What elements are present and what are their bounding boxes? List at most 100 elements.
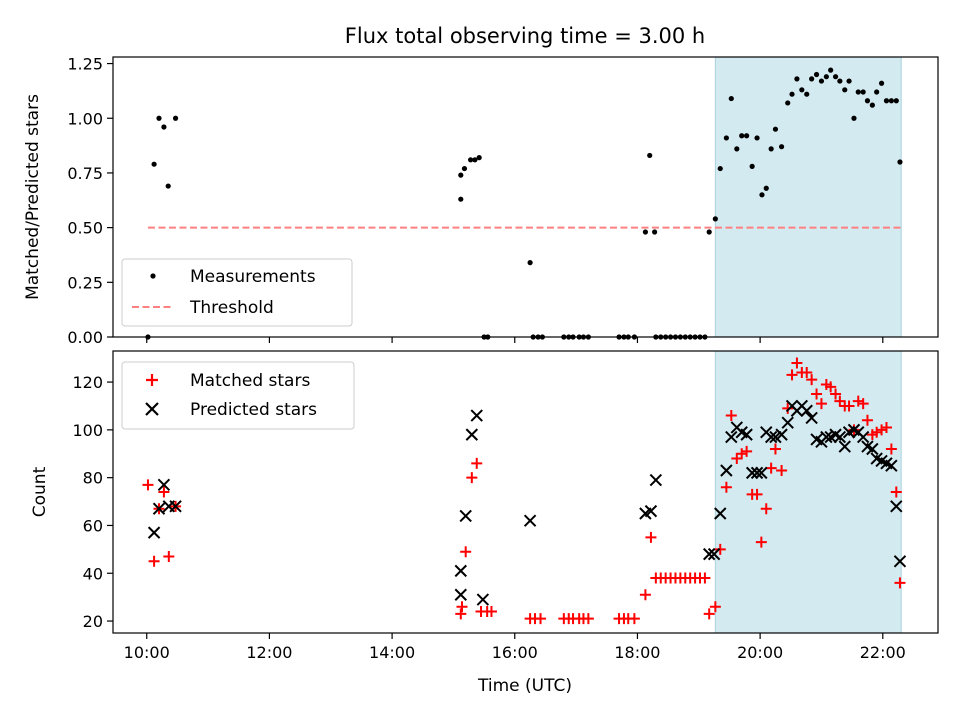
measurement-point [749,163,755,169]
measurement-point [468,157,474,163]
measurement-point [739,133,745,139]
legend-predicted-marker [145,402,159,416]
matched-stars-point [703,608,715,620]
matched-stars-point [885,443,897,455]
legend-measurements-label: Measurements [190,267,316,287]
bottom-y-tick-label: 100 [72,421,103,440]
matched-stars-point [471,457,483,469]
measurement-point [823,74,829,80]
top-y-tick-label: 0.25 [67,273,103,292]
matched-stars-point [535,613,547,625]
top-legend-box [121,258,353,327]
measurement-point [799,87,805,93]
predicted-stars-point [750,466,764,480]
measurement-point [883,98,890,104]
matched-stars-point [876,424,888,436]
measurement-point [759,192,765,198]
measurement-point [832,74,839,80]
predicted-stars-point [725,430,738,444]
predicted-stars-point [781,416,794,429]
matched-stars-point [148,555,160,567]
predicted-stars-point [720,464,733,477]
predicted-stars-point [820,430,833,444]
top-legend: Measurements Threshold [121,258,353,327]
measurement-point [156,115,162,121]
top-y-tick-label: 0.00 [67,328,103,347]
predicted-stars-point [775,428,788,441]
predicted-stars-point [740,428,753,441]
measurement-point [794,76,800,82]
predicted-stars-point [755,466,768,480]
bottom-y-tick-label: 120 [72,373,103,392]
matched-stars-point [776,464,788,476]
top-panel-frame [112,56,939,338]
measurement-point [647,152,653,159]
matched-stars-point [628,613,640,625]
matched-stars-point [890,486,902,498]
measurement-point [172,115,179,121]
matched-stars-point [158,486,170,498]
predicted-stars-point [838,440,851,453]
measurement-point [706,229,712,235]
measurement-point [818,78,825,84]
bottom-y-tick-label: 60 [83,516,103,535]
matched-stars-point [880,421,892,433]
measurement-point [813,71,820,78]
predicted-stars-point [459,509,472,523]
matched-stars-point [582,613,594,625]
bottom-legend: Matched stars Predicted stars [121,361,355,430]
predicted-stars-point [703,547,716,561]
legend-matched-marker [146,374,158,386]
predicted-stars-point [866,442,879,456]
measurement-point [828,67,834,73]
matched-stars-point [460,546,472,558]
measurement-point [888,98,894,104]
measurement-point [458,172,464,178]
predicted-stars-point [893,555,907,568]
predicted-stars-point [465,428,479,441]
measurement-point [458,196,464,202]
matched-stars-point [142,479,154,491]
matched-stars-point [466,472,478,484]
legend-matched-label: Matched stars [190,371,310,391]
predicted-stars-point [707,547,721,561]
measurement-point [846,78,852,84]
matched-stars-point [485,605,497,617]
x-tick-label: 12:00 [246,643,292,662]
measurement-point [864,98,871,104]
matched-stars-point [456,601,468,613]
x-axis-label: Time (UTC) [477,676,572,696]
measurement-point [461,165,468,172]
predicted-stars-point [805,411,818,425]
measurement-point [744,133,750,139]
bottom-y-tick-label: 80 [83,469,103,488]
top-y-tick-label: 0.50 [67,219,103,238]
measurement-point [893,98,899,104]
measurement-point [652,229,658,235]
matched-stars-point [782,402,794,414]
predicted-stars-point [890,500,903,513]
measurement-point [723,135,729,141]
measurement-point [734,146,740,152]
predicted-stars-point [856,430,870,444]
matched-stars-point [163,551,175,563]
measurement-point [476,155,482,161]
matched-stars-point [811,388,823,400]
matched-stars-point [751,488,763,500]
matched-stars-point [709,601,721,613]
measurement-point [754,135,760,141]
predicted-stars-point [169,500,182,513]
bottom-panel-ylabel: Count [30,466,50,517]
measurement-point [151,161,157,167]
predicted-stars-point [147,526,161,539]
measurement-point [712,216,718,222]
predicted-stars-point [454,564,467,578]
matched-stars-point [736,448,748,460]
measurement-point [527,260,533,266]
measurement-point [860,89,866,95]
measurement-point [161,124,167,130]
matched-stars-point [830,388,842,400]
measurement-point [768,146,774,152]
top-panel-ylabel: Matched/Predicted stars [23,94,43,300]
